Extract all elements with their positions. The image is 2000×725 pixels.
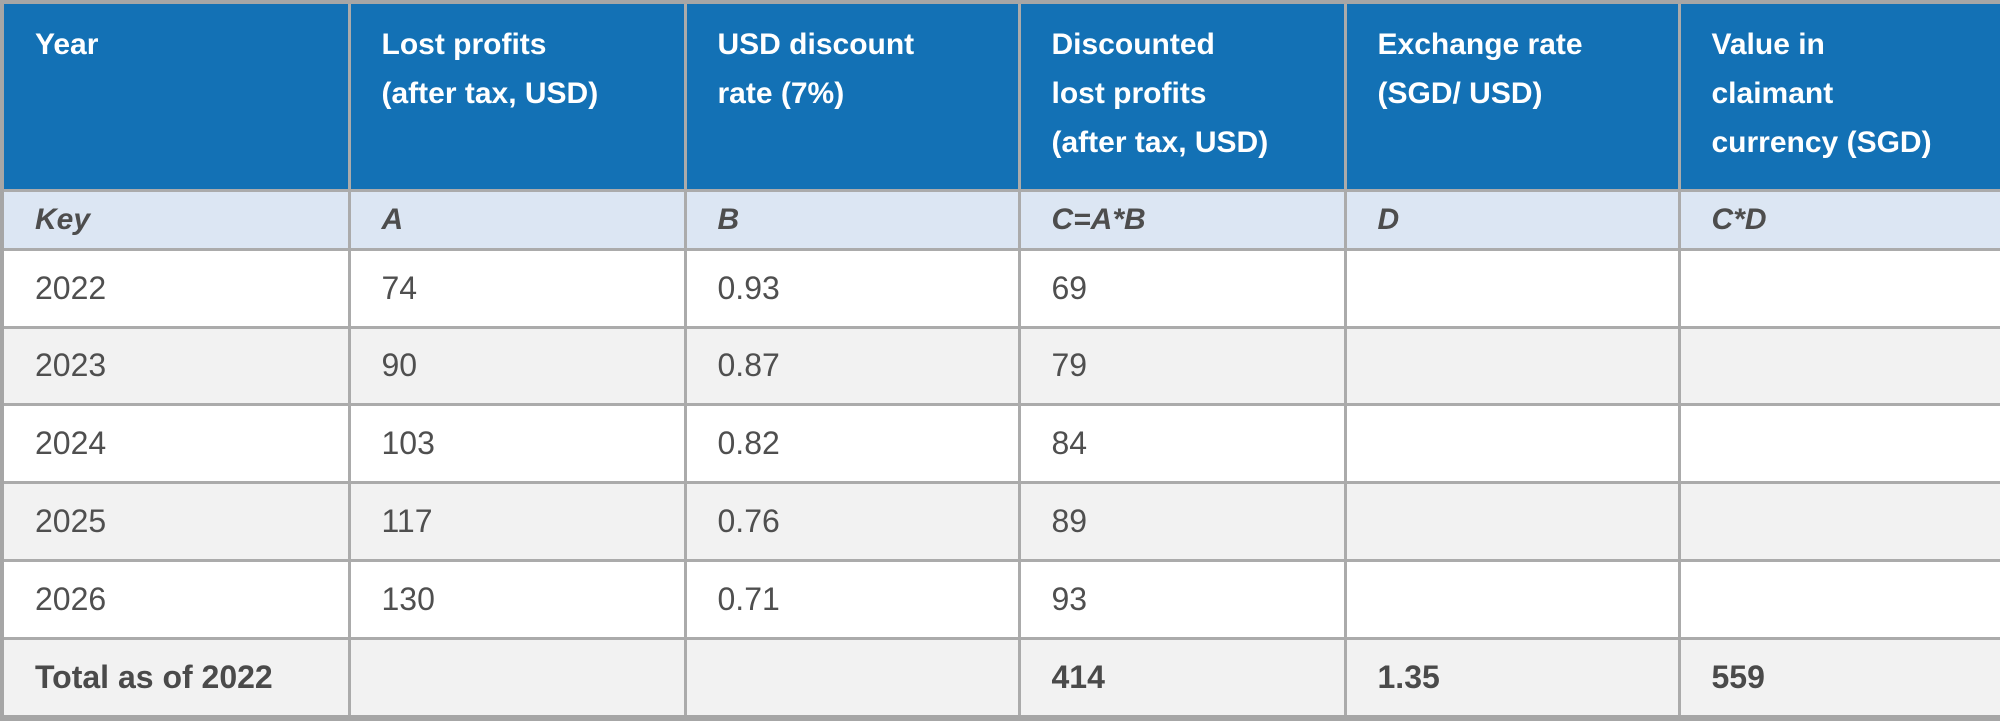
total-discount-rate [683,636,1021,720]
key-cell-c: C=A*B [1017,188,1347,251]
key-cell-d: D [1343,188,1681,251]
key-cell-a: A [347,188,687,251]
cell-year: 2025 [0,481,351,562]
cell-lost-profits: 130 [347,558,687,640]
cell-year: 2022 [0,247,351,329]
cell-lost-profits: 74 [347,247,687,329]
cell-exchange-rate [1343,481,1681,562]
cell-value-claimant [1677,558,2000,640]
key-cell-b: B [683,188,1021,251]
cell-value-claimant [1677,247,2000,329]
total-lost-profits [347,636,687,720]
cell-discounted-lost-profits: 69 [1017,247,1347,329]
total-label: Total as of 2022 [0,636,351,720]
cell-discount-rate: 0.71 [683,558,1021,640]
cell-year: 2024 [0,403,351,485]
total-value-claimant: 559 [1677,636,2000,720]
table-row-2025: 2025 117 0.76 89 [0,481,2000,562]
cell-exchange-rate [1343,325,1681,407]
cell-year: 2023 [0,325,351,407]
total-row: Total as of 2022 414 1.35 559 [0,636,2000,720]
header-cell-usd-discount-rate: USD discount rate (7%) [683,0,1021,192]
cell-discount-rate: 0.87 [683,325,1021,407]
header-cell-value-claimant-currency: Value in claimant currency (SGD) [1677,0,2000,192]
total-discounted-lost-profits: 414 [1017,636,1347,720]
cell-exchange-rate [1343,558,1681,640]
cell-discounted-lost-profits: 93 [1017,558,1347,640]
cell-lost-profits: 90 [347,325,687,407]
table-row-2026: 2026 130 0.71 93 [0,558,2000,640]
cell-lost-profits: 117 [347,481,687,562]
total-exchange-rate: 1.35 [1343,636,1681,720]
cell-value-claimant [1677,481,2000,562]
header-cell-discounted-lost-profits: Discounted lost profits (after tax, USD) [1017,0,1347,192]
cell-discounted-lost-profits: 84 [1017,403,1347,485]
table-row-2024: 2024 103 0.82 84 [0,403,2000,485]
cell-exchange-rate [1343,403,1681,485]
cell-discount-rate: 0.93 [683,247,1021,329]
cell-discount-rate: 0.82 [683,403,1021,485]
key-cell-cd: C*D [1677,188,2000,251]
cell-value-claimant [1677,325,2000,407]
table-row-2023: 2023 90 0.87 79 [0,325,2000,407]
table-row-2022: 2022 74 0.93 69 [0,247,2000,329]
key-row: Key A B C=A*B D C*D [0,188,2000,251]
cell-year: 2026 [0,558,351,640]
key-cell-label: Key [0,188,351,251]
cell-discount-rate: 0.76 [683,481,1021,562]
cell-value-claimant [1677,403,2000,485]
cell-discounted-lost-profits: 79 [1017,325,1347,407]
cell-exchange-rate [1343,247,1681,329]
header-cell-lost-profits: Lost profits (after tax, USD) [347,0,687,192]
header-cell-year: Year [0,0,351,192]
cell-lost-profits: 103 [347,403,687,485]
cell-discounted-lost-profits: 89 [1017,481,1347,562]
header-cell-exchange-rate: Exchange rate (SGD/ USD) [1343,0,1681,192]
table-header-row: Year Lost profits (after tax, USD) USD d… [0,0,2000,192]
